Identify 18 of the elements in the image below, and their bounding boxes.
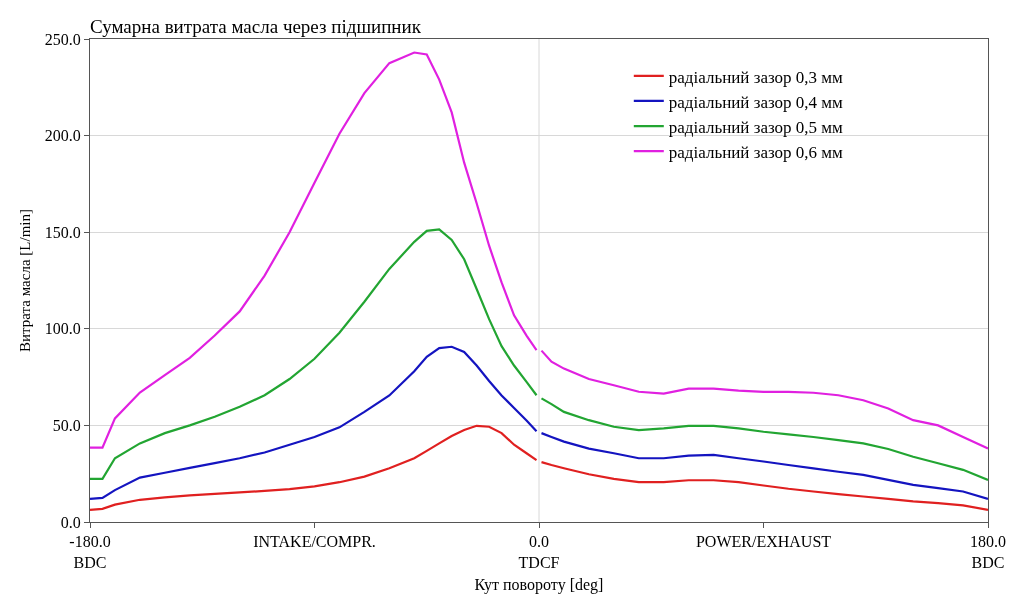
y-tick-label: 250.0: [44, 30, 81, 48]
x-tick-label: INTAKE/COMPR.: [253, 533, 376, 551]
y-tick-label: 0.0: [60, 513, 81, 531]
chart-title: Сумарна витрата масла через підшипник: [90, 15, 422, 37]
x-axis-title: Кут повороту [deg]: [474, 575, 604, 594]
x-tick-label: 180.0 BDC: [970, 533, 1006, 571]
x-tick-label: -180.0 BDC: [69, 533, 111, 571]
legend-label: радіальний зазор 0,4 мм: [668, 92, 844, 112]
y-tick-label: 150.0: [44, 223, 81, 241]
legend-label: радіальний зазор 0,5 мм: [668, 117, 844, 137]
y-axis-title: Витрата масла [L/min]: [17, 209, 34, 352]
y-tick-label: 50.0: [52, 417, 81, 434]
x-tick-label: POWER/EXHAUST: [695, 533, 832, 551]
x-tick-label: 0.0 TDCF: [518, 533, 560, 571]
legend-label: радіальний зазор 0,6 мм: [668, 142, 844, 162]
y-tick-label: 200.0: [44, 127, 81, 145]
legend-label: радіальний зазор 0,3 мм: [668, 67, 844, 87]
y-tick-label: 100.0: [44, 320, 81, 338]
